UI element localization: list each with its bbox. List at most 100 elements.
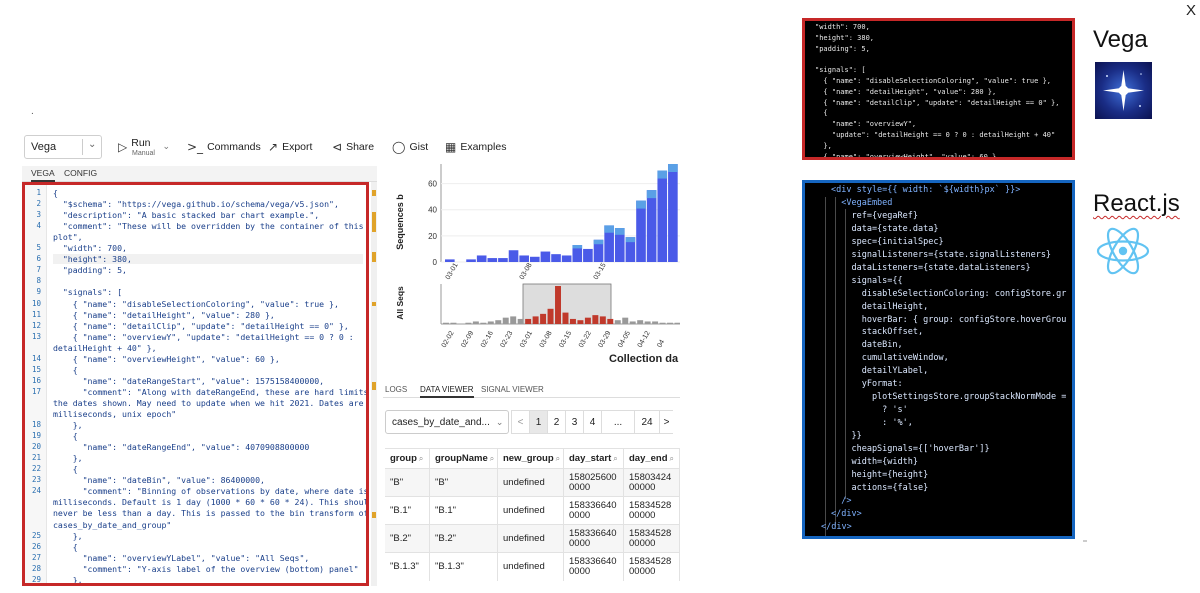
x-tick-label: 03-15 bbox=[593, 262, 608, 281]
overview-bar bbox=[622, 317, 629, 324]
column-header-label: group bbox=[390, 453, 417, 464]
close-button[interactable]: X bbox=[1186, 2, 1197, 19]
code-line: { "name": "overviewHeight", "value": 60 … bbox=[53, 353, 280, 364]
table-cell: "B.1" bbox=[430, 497, 498, 525]
overview-bar bbox=[555, 286, 561, 324]
overview-bar bbox=[472, 321, 479, 324]
chart-view[interactable]: 60 40 20 0 Sequences b 03-01 03-08 03-15 All Seq… bbox=[383, 162, 680, 374]
code-line: signalListeners={state.signalListeners} bbox=[831, 249, 1052, 260]
column-search-icon[interactable]: ⌕ bbox=[555, 454, 561, 463]
chevron-down-icon: ⌄ bbox=[495, 416, 504, 427]
code-line: { "name": "detailClip", "update": "detai… bbox=[815, 98, 1060, 107]
code-line: dateBin, bbox=[831, 340, 903, 351]
detail-bar bbox=[529, 256, 540, 262]
tab-signal-viewer[interactable]: SIGNAL VIEWER bbox=[481, 385, 544, 394]
line-number: 23 bbox=[31, 475, 41, 485]
code-line: /> bbox=[831, 495, 852, 506]
column-search-icon[interactable]: ⌕ bbox=[613, 454, 618, 463]
code-line: dataListeners={state.dataListeners} bbox=[831, 262, 1031, 273]
code-line: "name": "overviewYLabel", "value": "All … bbox=[53, 552, 310, 563]
column-header[interactable]: group ⌕ bbox=[385, 449, 430, 469]
share-button[interactable]: ⊲ Share bbox=[332, 132, 374, 162]
detail-bar bbox=[445, 259, 455, 262]
pagination: < 1 2 3 4 ... 24 > bbox=[511, 410, 673, 434]
cell-value: "B.1" bbox=[390, 505, 412, 516]
code-line: "description": "A basic stacked bar char… bbox=[53, 210, 320, 221]
overview-bar bbox=[450, 322, 457, 324]
page-next[interactable]: > bbox=[659, 410, 673, 434]
table-cell: "B.1" bbox=[385, 497, 430, 525]
page-4[interactable]: 4 bbox=[583, 410, 602, 434]
page-prev[interactable]: < bbox=[511, 410, 530, 434]
cell-value: 15834528 00000 bbox=[629, 528, 672, 549]
star-icon bbox=[1103, 70, 1144, 111]
page-1[interactable]: 1 bbox=[529, 410, 548, 434]
dataset-select[interactable]: cases_by_date_and... ⌄ bbox=[385, 410, 509, 434]
y-tick-label: 40 bbox=[428, 206, 437, 215]
code-line: cases_by_date_and_group" bbox=[53, 519, 172, 530]
overview-bar bbox=[502, 317, 509, 324]
line-number: 19 bbox=[31, 431, 41, 441]
divider bbox=[1083, 540, 1087, 542]
code-line: { bbox=[815, 109, 828, 118]
code-line: "name": "overviewY", bbox=[815, 120, 917, 129]
page-2[interactable]: 2 bbox=[547, 410, 566, 434]
code-editor[interactable]: 1 {2 "$schema": "https://vega.github.io/s… bbox=[22, 182, 369, 586]
line-number: 14 bbox=[31, 353, 41, 363]
code-line: { bbox=[53, 464, 78, 475]
overview-y-title: All Seqs bbox=[395, 286, 405, 320]
overview-bar bbox=[487, 321, 494, 324]
chart-svg: 60 40 20 0 Sequences b 03-01 03-08 03-15 All Seq… bbox=[395, 164, 680, 365]
export-button[interactable]: ↗ Export bbox=[268, 132, 312, 162]
page-3[interactable]: 3 bbox=[565, 410, 584, 434]
examples-button[interactable]: ▦ Examples bbox=[445, 132, 506, 162]
run-button[interactable]: ▷ Run ⌄ bbox=[118, 132, 170, 162]
tab-vega[interactable]: VEGA bbox=[31, 168, 55, 182]
column-search-icon[interactable]: ⌕ bbox=[489, 454, 495, 463]
mode-select[interactable]: Vega ⌄ bbox=[24, 135, 102, 159]
vega-logo-icon bbox=[1095, 62, 1152, 119]
table-cell: undefined bbox=[498, 525, 564, 553]
code-line: "signals": [ bbox=[53, 287, 123, 298]
line-number: 26 bbox=[31, 541, 41, 551]
code-line: spec={initialSpec} bbox=[831, 236, 944, 247]
column-header[interactable]: new_group ⌕ bbox=[498, 449, 564, 469]
detail-bar bbox=[519, 255, 529, 262]
code-line: }, bbox=[53, 453, 83, 464]
code-line: }, bbox=[815, 141, 832, 150]
column-search-icon[interactable]: ⌕ bbox=[669, 454, 675, 463]
overview-x-tick-label: 02-16 bbox=[480, 330, 495, 349]
line-number: 25 bbox=[31, 530, 41, 540]
commands-button[interactable]: >_ Commands bbox=[187, 132, 261, 162]
terminal-icon: >_ bbox=[187, 140, 204, 154]
export-label: Export bbox=[282, 141, 313, 153]
cell-value: undefined bbox=[503, 505, 545, 516]
column-search-icon[interactable]: ⌕ bbox=[418, 454, 424, 463]
column-header-label: new_group bbox=[503, 453, 554, 464]
tab-data-viewer[interactable]: DATA VIEWER bbox=[420, 385, 474, 398]
cell-value: "B.1" bbox=[435, 505, 457, 516]
column-header[interactable]: groupName ⌕ bbox=[430, 449, 498, 469]
gist-label: Gist bbox=[409, 141, 429, 153]
column-header[interactable]: day_end ⌕ bbox=[624, 449, 680, 469]
scroll-marker bbox=[372, 302, 376, 306]
tab-config[interactable]: CONFIG bbox=[64, 168, 98, 178]
table-cell: 158025600 0000 bbox=[564, 469, 624, 497]
overview-bar bbox=[540, 313, 547, 324]
column-header[interactable]: day_start ⌕ bbox=[564, 449, 624, 469]
table-header-row: group ⌕ groupName ⌕ new_group ⌕ day_start ⌕ day_… bbox=[385, 448, 680, 469]
code-line: }, bbox=[53, 420, 83, 431]
code-line: { bbox=[53, 541, 78, 552]
gist-button[interactable]: ◯ Gist bbox=[392, 132, 428, 162]
react-code-snippet: <div style={{ width: `${width}px` }}> <V… bbox=[802, 180, 1075, 539]
detail-bar bbox=[540, 251, 551, 262]
y-tick-label: 0 bbox=[433, 258, 438, 267]
overview-bar bbox=[577, 320, 584, 324]
editor-scrollbar[interactable] bbox=[371, 182, 377, 586]
page-24[interactable]: 24 bbox=[634, 410, 660, 434]
overview-bar bbox=[480, 322, 487, 324]
chevron-down-icon[interactable]: ⌄ bbox=[162, 142, 171, 152]
code-line: { bbox=[53, 364, 78, 375]
tab-logs[interactable]: LOGS bbox=[385, 385, 408, 394]
code-line: }, bbox=[53, 574, 83, 585]
